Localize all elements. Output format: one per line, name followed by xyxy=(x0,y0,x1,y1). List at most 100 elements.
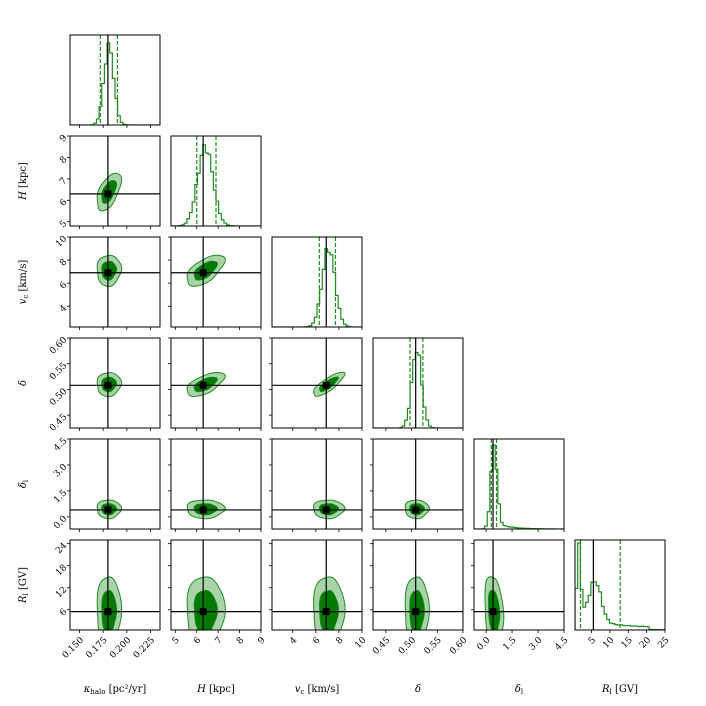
x-tick-label: 5 xyxy=(171,635,182,646)
histogram-step xyxy=(373,351,463,428)
contour-panel xyxy=(272,338,362,428)
contour-panel xyxy=(272,540,362,630)
marginal-panel xyxy=(272,237,362,327)
y-tick-label: 6 xyxy=(58,607,69,618)
contour-panel xyxy=(171,439,261,529)
marginal-panel xyxy=(70,35,160,125)
contour-panel xyxy=(171,540,261,630)
panel-frame xyxy=(69,438,161,530)
truth-marker xyxy=(199,381,207,389)
y-tick-label: 1.5 xyxy=(52,488,69,505)
y-tick-label: 9 xyxy=(58,133,69,144)
x-tick-label: 15 xyxy=(620,635,635,650)
x-tick-label: 20 xyxy=(638,635,653,650)
contour-panel xyxy=(70,439,160,529)
marginal-panel xyxy=(474,439,564,529)
contour-panel xyxy=(70,136,160,226)
x-tick-label: 4 xyxy=(288,635,299,646)
x-tick-label: 0.60 xyxy=(448,635,469,656)
panel-frame xyxy=(574,539,666,631)
y-tick-label: 5 xyxy=(58,219,69,230)
contour-panel xyxy=(373,439,463,529)
x-tick-label: 0.55 xyxy=(423,635,444,656)
panel-frame xyxy=(170,135,262,227)
panel-frame xyxy=(170,438,262,530)
y-tick-label: 6 xyxy=(58,280,69,291)
x-tick-label: 25 xyxy=(656,635,671,650)
panel-frame xyxy=(69,135,161,227)
truth-marker xyxy=(322,506,330,514)
x-tick-label: 8 xyxy=(235,635,246,646)
truth-marker xyxy=(322,381,330,389)
y-axis-label-vc: vc [km/s] xyxy=(18,260,30,305)
contour-panel xyxy=(70,237,160,327)
panel-frame xyxy=(271,539,363,631)
x-axis-label-H: H [kpc] xyxy=(196,684,235,695)
panel-frame xyxy=(170,539,262,631)
x-tick-label: 0.225 xyxy=(132,635,157,660)
truth-marker xyxy=(104,381,112,389)
panel-frame xyxy=(69,337,161,429)
x-axis-label-delta_l: δl xyxy=(515,684,524,696)
x-axis-label-vc: vc [km/s] xyxy=(295,684,340,696)
y-tick-label: 0.60 xyxy=(48,335,69,356)
truth-marker xyxy=(104,190,112,198)
y-tick-label: 4.5 xyxy=(52,436,69,453)
contour-panel xyxy=(70,540,160,630)
truth-marker xyxy=(199,608,207,616)
truth-marker xyxy=(489,608,497,616)
y-axis-label-delta_l: δl xyxy=(18,479,30,488)
x-tick-label: 7 xyxy=(214,635,225,646)
histogram-step xyxy=(70,42,160,125)
panel-frame xyxy=(473,438,565,530)
contour-panel xyxy=(474,540,564,630)
x-tick-label: 0.200 xyxy=(108,635,133,660)
panel-frame xyxy=(271,438,363,530)
truth-marker xyxy=(104,506,112,514)
y-tick-label: 7 xyxy=(58,176,69,187)
truth-marker xyxy=(104,269,112,277)
x-axis-label-kappa: κhalo [pc²/yr] xyxy=(83,684,147,696)
histogram-step xyxy=(474,444,564,529)
x-tick-label: 8 xyxy=(334,635,345,646)
contour-panel xyxy=(70,338,160,428)
x-axis-label-R_l: Rl [GV] xyxy=(601,684,638,696)
x-tick-label: 6 xyxy=(311,635,322,646)
panel-frame xyxy=(69,236,161,328)
contour-panel xyxy=(171,338,261,428)
contour-panel xyxy=(272,439,362,529)
x-tick-label: 10 xyxy=(353,635,368,650)
truth-marker xyxy=(199,269,207,277)
x-tick-label: 0.175 xyxy=(84,635,109,660)
y-tick-label: 10 xyxy=(54,234,69,249)
truth-marker xyxy=(322,608,330,616)
marginal-panel xyxy=(373,338,463,428)
y-tick-label: 4 xyxy=(58,303,69,314)
y-tick-label: 18 xyxy=(54,563,69,578)
y-tick-label: 3.0 xyxy=(52,462,69,479)
x-tick-label: 5 xyxy=(587,635,598,646)
panel-frame xyxy=(372,438,464,530)
truth-marker xyxy=(412,608,420,616)
panel-frame xyxy=(271,337,363,429)
y-tick-label: 0.0 xyxy=(52,514,69,531)
y-axis-label-H: H [kpc] xyxy=(18,162,29,201)
y-tick-label: 0.45 xyxy=(48,412,69,433)
x-tick-label: 4.5 xyxy=(553,635,570,652)
panel-frame xyxy=(170,337,262,429)
marginal-panel xyxy=(171,136,261,226)
y-axis-label-R_l: Rl [GV] xyxy=(18,567,30,604)
x-tick-label: 0.50 xyxy=(397,635,418,656)
x-axis-label-delta: δ xyxy=(415,684,421,695)
y-tick-label: 8 xyxy=(58,257,69,268)
y-tick-label: 0.50 xyxy=(48,387,69,408)
truth-marker xyxy=(199,506,207,514)
y-tick-label: 12 xyxy=(54,585,69,600)
x-tick-label: 0.45 xyxy=(371,635,392,656)
histogram-step xyxy=(272,248,362,327)
panel-frame xyxy=(473,539,565,631)
x-tick-label: 0.150 xyxy=(61,635,86,660)
y-tick-label: 8 xyxy=(58,155,69,166)
truth-marker xyxy=(104,608,112,616)
